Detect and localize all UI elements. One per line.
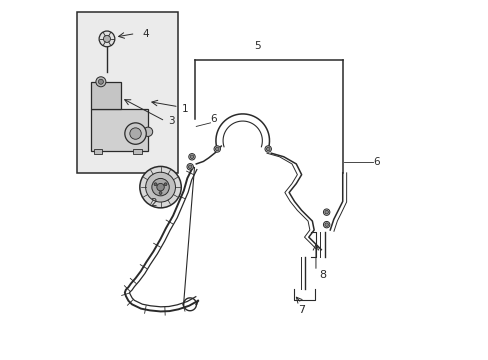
Bar xyxy=(91,109,148,152)
Circle shape xyxy=(214,146,220,152)
Text: 8: 8 xyxy=(319,270,326,280)
Text: 7: 7 xyxy=(298,305,305,315)
Circle shape xyxy=(140,166,181,208)
Circle shape xyxy=(323,209,329,215)
Circle shape xyxy=(103,35,110,42)
Circle shape xyxy=(190,155,193,158)
Circle shape xyxy=(145,172,175,202)
Text: 1: 1 xyxy=(182,104,188,113)
Bar xyxy=(94,149,102,154)
Text: 4: 4 xyxy=(142,28,149,39)
Circle shape xyxy=(124,123,146,144)
Circle shape xyxy=(323,221,329,228)
Circle shape xyxy=(157,183,164,191)
Circle shape xyxy=(188,154,195,160)
Circle shape xyxy=(186,163,193,170)
Circle shape xyxy=(264,146,271,152)
Circle shape xyxy=(96,77,106,87)
Circle shape xyxy=(130,128,141,139)
Bar xyxy=(91,82,121,109)
Text: 3: 3 xyxy=(167,116,174,126)
Circle shape xyxy=(164,183,167,186)
Text: 5: 5 xyxy=(253,41,260,51)
Circle shape xyxy=(154,183,157,186)
Circle shape xyxy=(159,192,162,194)
Bar xyxy=(77,12,178,173)
Text: 6: 6 xyxy=(210,114,217,124)
Circle shape xyxy=(215,147,219,151)
Circle shape xyxy=(98,79,103,84)
Circle shape xyxy=(152,179,169,196)
Circle shape xyxy=(99,31,115,47)
Circle shape xyxy=(188,165,192,168)
Circle shape xyxy=(324,223,328,226)
Circle shape xyxy=(143,127,152,136)
Text: 6: 6 xyxy=(372,157,379,167)
Circle shape xyxy=(324,210,328,214)
Bar xyxy=(133,149,142,154)
Text: 2: 2 xyxy=(150,198,156,208)
Circle shape xyxy=(266,147,269,151)
